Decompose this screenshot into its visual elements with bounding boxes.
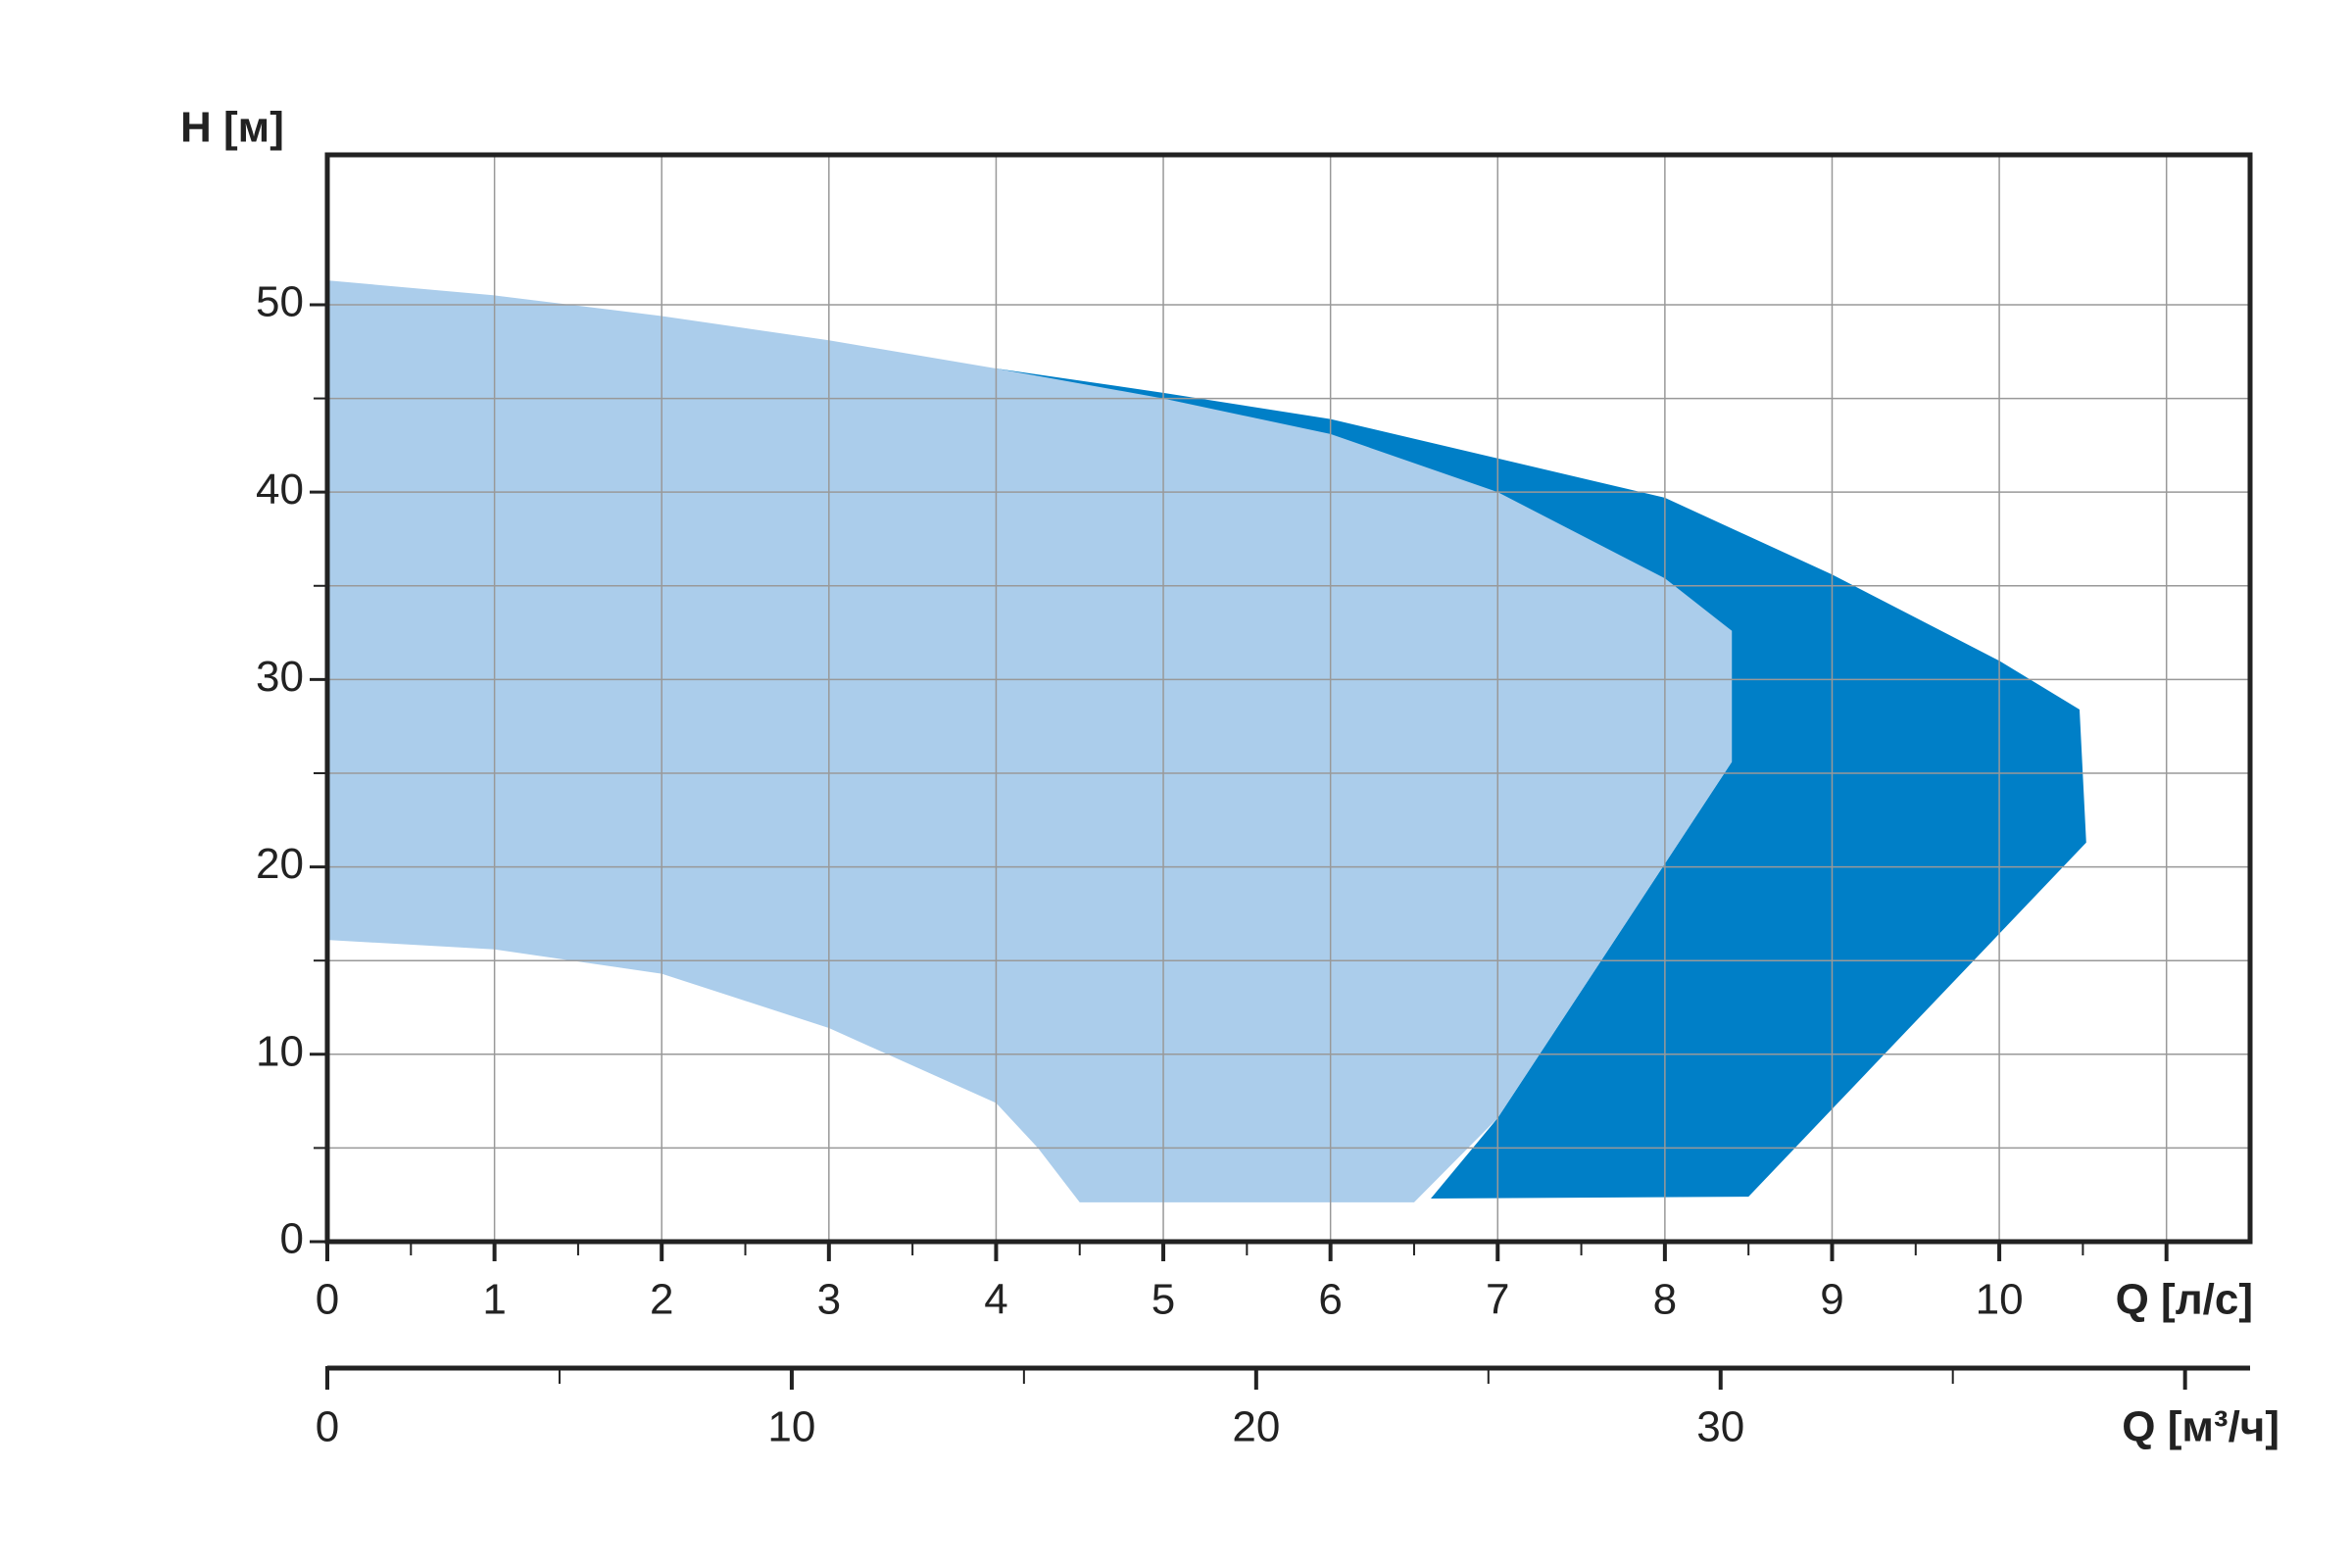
x-tick-label: 8	[1653, 1276, 1677, 1324]
x-tick-label: 0	[316, 1276, 339, 1324]
x-tick-label: 1	[482, 1276, 506, 1324]
x-tick-label: 5	[1152, 1276, 1175, 1324]
x-tick-label: 3	[817, 1276, 841, 1324]
area	[996, 368, 2086, 1200]
y-tick-label: 30	[256, 653, 304, 701]
x2-axis-label: Q [м³/ч]	[2122, 1403, 2279, 1451]
y-tick-label: 40	[256, 466, 304, 514]
y-tick-label: 20	[256, 840, 304, 888]
x-axis-label: Q [л/с]	[2116, 1276, 2253, 1324]
y-tick-label: 0	[280, 1215, 304, 1263]
x-tick-label: 7	[1486, 1276, 1509, 1324]
x2-tick-label: 20	[1232, 1403, 1280, 1451]
y-tick-label: 10	[256, 1027, 304, 1075]
y-tick-label: 50	[256, 278, 304, 326]
x2-tick-label: 0	[316, 1403, 339, 1451]
x-tick-label: 6	[1318, 1276, 1342, 1324]
y-axis-label: H [м]	[180, 104, 284, 152]
x2-tick-label: 10	[767, 1403, 815, 1451]
x-tick-label: 9	[1820, 1276, 1843, 1324]
x2-tick-label: 30	[1696, 1403, 1744, 1451]
area	[327, 280, 1733, 1202]
x-tick-label: 4	[984, 1276, 1007, 1324]
x-tick-label: 2	[650, 1276, 673, 1324]
x-tick-label: 10	[1976, 1276, 2024, 1324]
